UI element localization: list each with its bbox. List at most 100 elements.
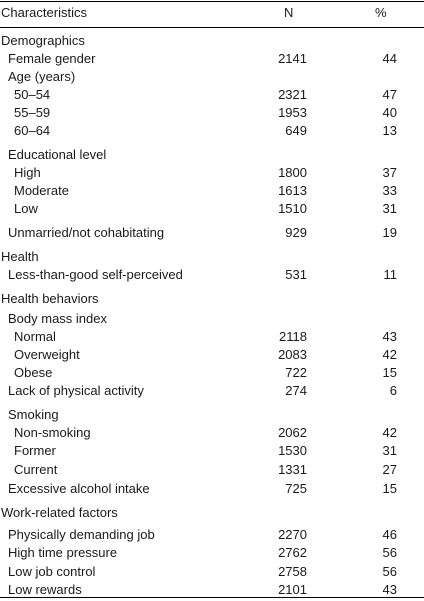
- table-row: 55–59 1953 40: [0, 104, 424, 122]
- table-row: Non-smoking 2062 42: [0, 424, 424, 442]
- row-n-value: 1613: [278, 183, 307, 198]
- row-percent-value: 15: [382, 481, 397, 496]
- table-row: High 1800 37: [0, 164, 424, 182]
- row-label: Work-related factors: [1, 505, 118, 520]
- row-n-value: 1510: [278, 201, 307, 216]
- table-row: Low job control 2758 56: [0, 563, 424, 581]
- table-row: Educational level: [0, 146, 424, 164]
- row-n-value: 2062: [278, 425, 307, 440]
- row-n-value: 722: [285, 365, 307, 380]
- section-header-row: Work-related factors: [0, 504, 424, 522]
- row-n-value: 2758: [278, 564, 307, 579]
- table-row: Current 1331 27: [0, 461, 424, 479]
- row-n-value: 274: [285, 383, 307, 398]
- table-row: Physically demanding job 2270 46: [0, 526, 424, 544]
- row-percent-value: 27: [382, 462, 397, 477]
- row-n-value: 929: [285, 225, 307, 240]
- row-percent-value: 47: [382, 87, 397, 102]
- row-label: Former: [14, 443, 56, 458]
- row-label: Obese: [14, 365, 53, 380]
- row-label: Age (years): [8, 69, 76, 84]
- row-label: 60–64: [14, 123, 51, 138]
- row-label: High time pressure: [8, 545, 118, 560]
- row-label: Health: [1, 249, 39, 264]
- row-label: 50–54: [14, 87, 51, 102]
- row-label: Body mass index: [8, 311, 107, 326]
- row-label: Unmarried/not cohabitating: [8, 225, 165, 240]
- row-label: Non-smoking: [14, 425, 91, 440]
- row-n-value: 725: [285, 481, 307, 496]
- table-row: Smoking: [0, 406, 424, 424]
- row-label: Female gender: [8, 51, 96, 66]
- section-header-row: Health: [0, 248, 424, 266]
- table-row: Age (years): [0, 68, 424, 86]
- row-percent-value: 42: [382, 425, 397, 440]
- row-percent-value: 56: [382, 564, 397, 579]
- row-percent-value: 56: [382, 545, 397, 560]
- row-percent-value: 33: [382, 183, 397, 198]
- column-header-n: N: [284, 5, 294, 20]
- table-row: 60–64 649 13: [0, 122, 424, 140]
- row-n-value: 2762: [278, 545, 307, 560]
- table-row: Female gender 2141 44: [0, 50, 424, 68]
- row-percent-value: 43: [382, 329, 397, 344]
- table-top-rule: [0, 1, 424, 2]
- table-header-rule: [0, 27, 424, 28]
- table-row: Obese 722 15: [0, 364, 424, 382]
- row-percent-value: 13: [382, 123, 397, 138]
- row-percent-value: 19: [382, 225, 397, 240]
- row-n-value: 649: [285, 123, 307, 138]
- row-n-value: 531: [285, 267, 307, 282]
- row-percent-value: 31: [382, 201, 397, 216]
- row-n-value: 2270: [278, 527, 307, 542]
- row-n-value: 1530: [278, 443, 307, 458]
- row-n-value: 2101: [278, 582, 307, 597]
- table-row: Normal 2118 43: [0, 328, 424, 346]
- row-label: Lack of physical activity: [8, 383, 144, 398]
- table-bottom-rule: [0, 597, 424, 598]
- row-n-value: 1331: [278, 462, 307, 477]
- row-label: Normal: [14, 329, 56, 344]
- table-row: Low rewards 2101 43: [0, 581, 424, 599]
- row-n-value: 2321: [278, 87, 307, 102]
- row-label: Educational level: [8, 147, 107, 162]
- row-n-value: 1800: [278, 165, 307, 180]
- row-percent-value: 40: [382, 105, 397, 120]
- row-percent-value: 43: [382, 582, 397, 597]
- table-row: High time pressure 2762 56: [0, 544, 424, 562]
- row-label: Less-than-good self-perceived: [8, 267, 183, 282]
- row-n-value: 2083: [278, 347, 307, 362]
- table-row: Unmarried/not cohabitating 929 19: [0, 224, 424, 242]
- row-percent-value: 31: [382, 443, 397, 458]
- row-label: Excessive alcohol intake: [8, 481, 150, 496]
- section-header-row: Demographics: [0, 32, 424, 50]
- row-label: Low: [14, 201, 38, 216]
- row-label: Current: [14, 462, 58, 477]
- row-label: Moderate: [14, 183, 69, 198]
- row-label: Health behaviors: [1, 291, 99, 306]
- section-header-row: Health behaviors: [0, 290, 424, 308]
- table-row: Moderate 1613 33: [0, 182, 424, 200]
- row-percent-value: 6: [389, 383, 397, 398]
- row-label: Physically demanding job: [8, 527, 155, 542]
- row-percent-value: 46: [382, 527, 397, 542]
- table-header-row: Characteristics N %: [0, 4, 424, 22]
- row-percent-value: 37: [382, 165, 397, 180]
- table-row: Less-than-good self-perceived 531 11: [0, 266, 424, 284]
- row-percent-value: 44: [382, 51, 397, 66]
- table-row: Low 1510 31: [0, 200, 424, 218]
- row-label: 55–59: [14, 105, 51, 120]
- table-row: Excessive alcohol intake 725 15: [0, 480, 424, 498]
- row-percent-value: 42: [382, 347, 397, 362]
- row-label: Low job control: [8, 564, 96, 579]
- row-n-value: 2118: [279, 329, 307, 344]
- table-row: 50–54 2321 47: [0, 86, 424, 104]
- row-percent-value: 11: [383, 267, 398, 282]
- row-n-value: 1953: [278, 105, 307, 120]
- row-label: High: [14, 165, 41, 180]
- row-label: Smoking: [8, 407, 59, 422]
- row-label: Overweight: [14, 347, 80, 362]
- column-header-percent: %: [375, 5, 387, 20]
- column-header-characteristics: Characteristics: [1, 5, 87, 20]
